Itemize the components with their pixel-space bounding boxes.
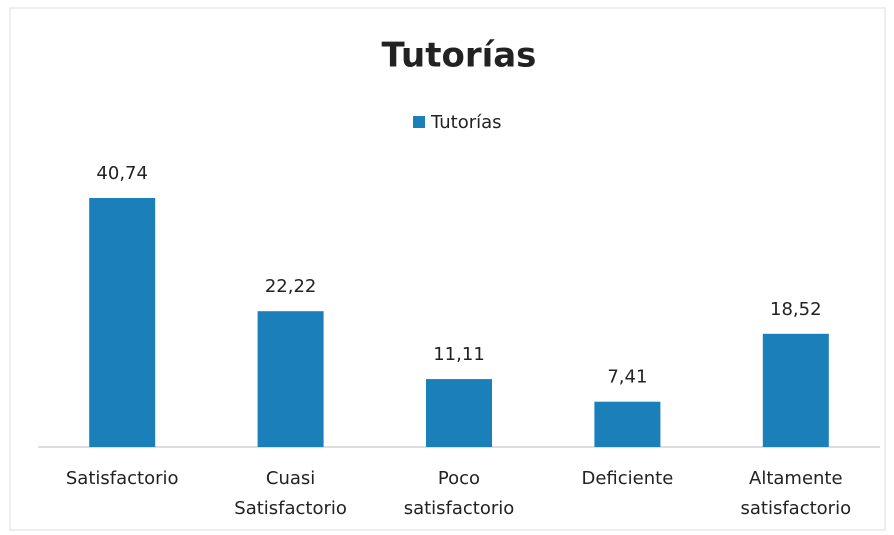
bar [594,401,661,447]
bar [426,379,492,447]
x-tick-label: Altamente satisfactorio [740,468,852,519]
value-label: 11,11 [433,344,485,365]
value-label: 18,52 [770,299,822,320]
x-tick-label: Cuasi Satisfactorio [234,468,347,519]
bar [762,333,829,447]
bar [89,198,156,447]
value-label: 40,74 [96,163,148,184]
x-tick-label: Poco satisfactorio [403,468,515,519]
legend-label: Tutorías [430,112,502,133]
chart-title: Tutorías [382,36,537,76]
bar [257,311,324,447]
legend-swatch [413,116,425,128]
x-tick-label: Deficiente [581,468,674,489]
x-tick-label: Satisfactorio [65,468,179,489]
value-label: 7,41 [607,367,647,388]
value-label: 22,22 [265,276,317,297]
